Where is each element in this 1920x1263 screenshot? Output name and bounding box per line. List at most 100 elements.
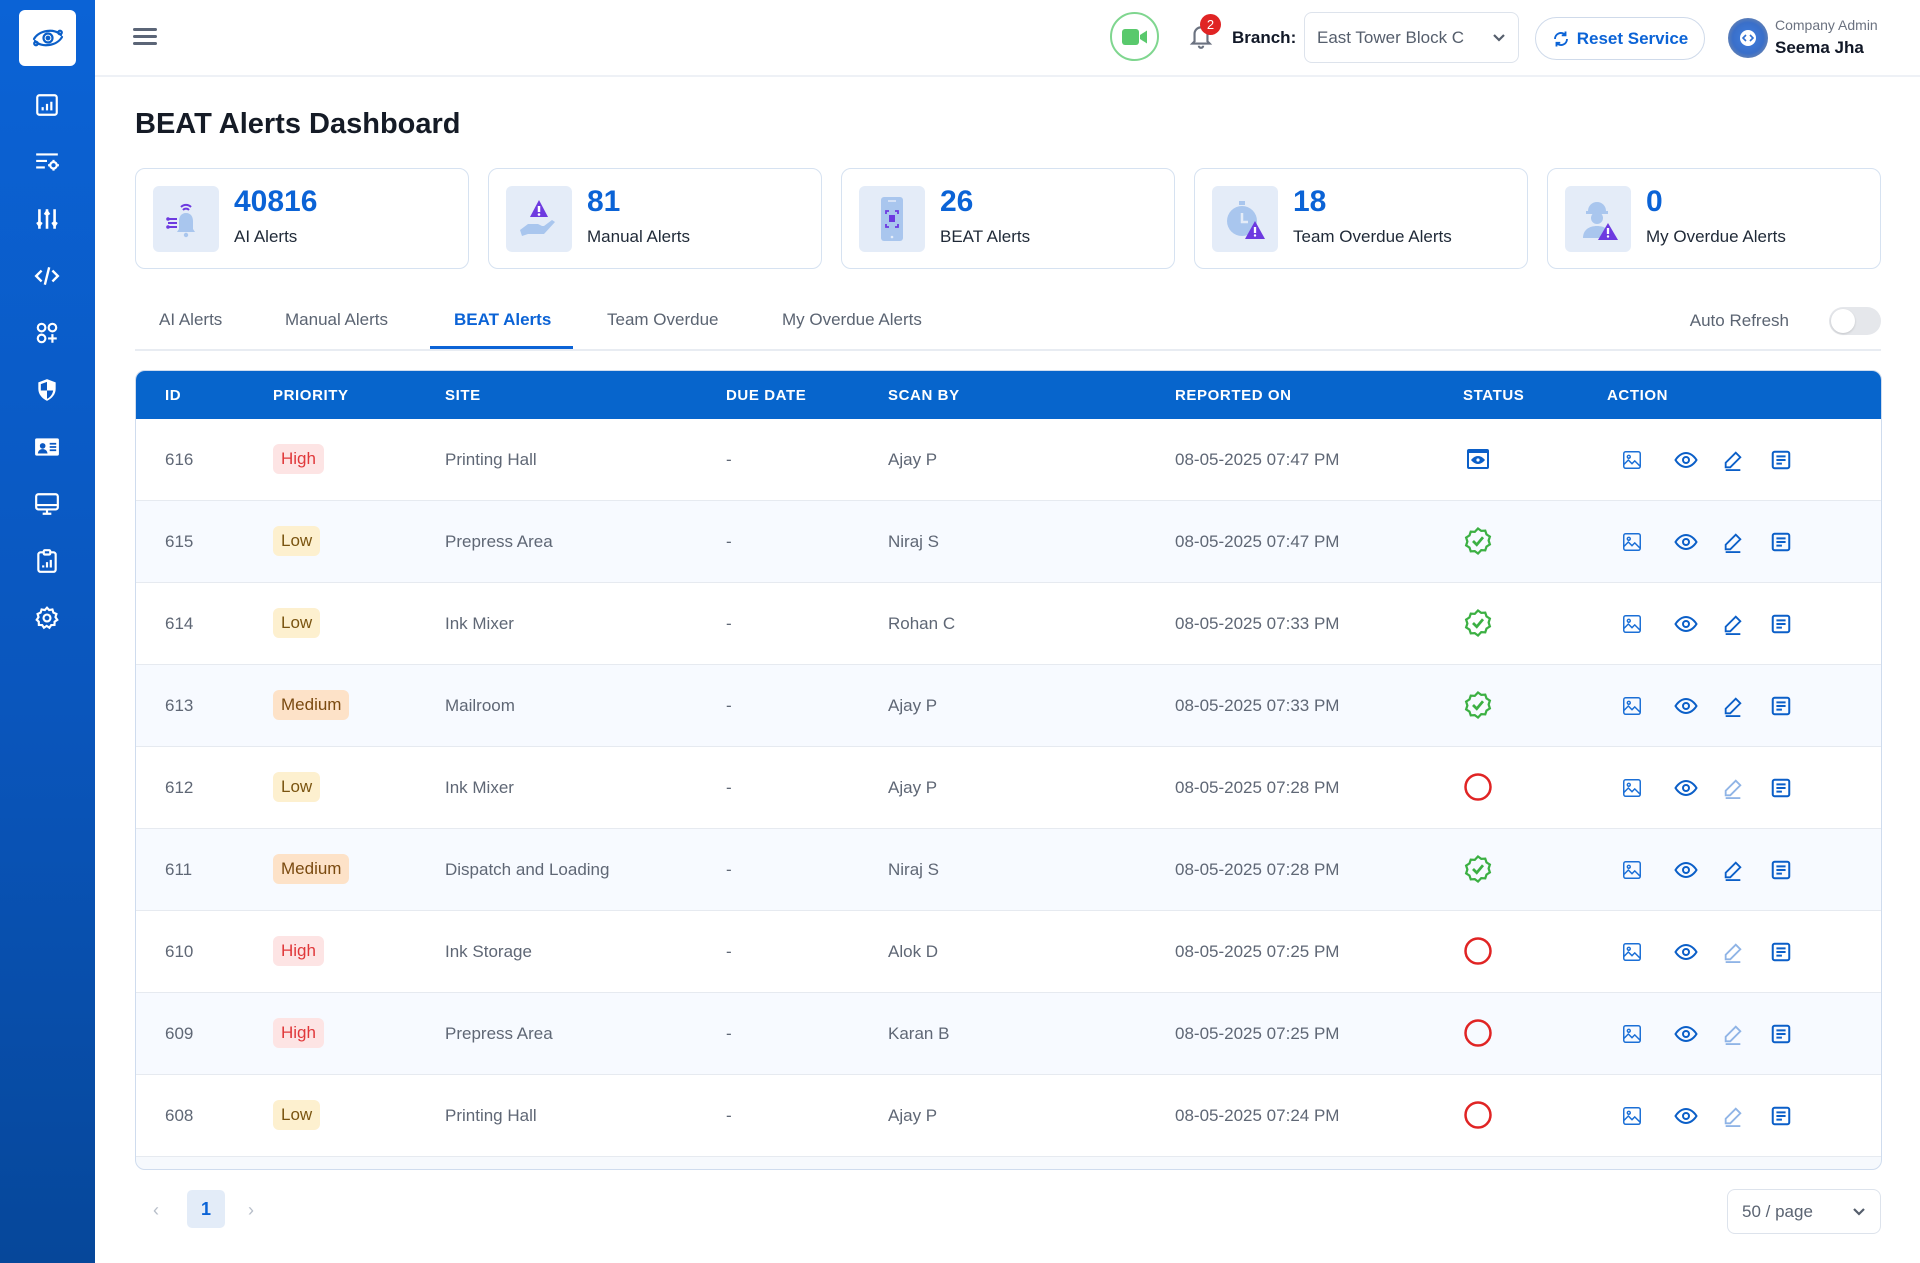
view-image-icon[interactable]	[1619, 857, 1645, 883]
column-header-id[interactable]: ID	[165, 387, 182, 404]
avatar[interactable]	[1728, 18, 1768, 58]
notes-icon[interactable]	[1768, 857, 1794, 883]
table-row[interactable]: 611 Medium Dispatch and Loading - Niraj S 08-…	[136, 829, 1881, 911]
stat-card-beat-alerts[interactable]: 26 BEAT Alerts	[841, 168, 1175, 269]
notes-icon[interactable]	[1768, 447, 1794, 473]
column-header-scan-by[interactable]: SCAN BY	[888, 387, 960, 404]
tab-manual-alerts[interactable]: Manual Alerts	[285, 310, 388, 329]
view-image-icon[interactable]	[1619, 693, 1645, 719]
column-header-due-date[interactable]: DUE DATE	[726, 387, 807, 404]
menu-toggle-button[interactable]	[133, 28, 157, 48]
view-image-icon[interactable]	[1619, 1103, 1645, 1129]
notes-icon[interactable]	[1768, 693, 1794, 719]
stat-card-manual-alerts[interactable]: 81 Manual Alerts	[488, 168, 822, 269]
stat-card-ai-alerts[interactable]: 40816 AI Alerts	[135, 168, 469, 269]
sidebar-item-apps[interactable]	[33, 319, 61, 347]
stat-card-my-overdue[interactable]: 0 My Overdue Alerts	[1547, 168, 1881, 269]
view-details-eye-icon[interactable]	[1673, 1021, 1699, 1047]
view-details-eye-icon[interactable]	[1673, 857, 1699, 883]
sidebar-item-monitor[interactable]	[33, 490, 61, 518]
branch-select[interactable]: East Tower Block C	[1304, 12, 1519, 63]
edit-pencil-icon[interactable]	[1720, 529, 1746, 555]
cell-reported-on: 08-05-2025 07:47 PM	[1175, 450, 1340, 469]
status-resolved-icon[interactable]	[1463, 526, 1493, 556]
status-under-review-icon[interactable]	[1463, 444, 1493, 474]
table-row[interactable]: 610 High Ink Storage - Alok D 08-05-2025 07:2…	[136, 911, 1881, 993]
column-header-reported-on[interactable]: REPORTED ON	[1175, 387, 1292, 404]
status-pending-icon[interactable]	[1463, 936, 1493, 966]
priority-badge: High	[273, 1018, 324, 1048]
table-row[interactable]: 612 Low Ink Mixer - Ajay P 08-05-2025 07:28 P…	[136, 747, 1881, 829]
reset-service-button[interactable]: Reset Service	[1535, 17, 1705, 60]
view-details-eye-icon[interactable]	[1673, 529, 1699, 555]
tab-my-overdue-alerts[interactable]: My Overdue Alerts	[782, 310, 922, 329]
sidebar-item-security[interactable]	[33, 376, 61, 404]
app-logo[interactable]	[19, 10, 76, 66]
column-header-action[interactable]: ACTION	[1607, 387, 1669, 404]
view-image-icon[interactable]	[1619, 447, 1645, 473]
view-image-icon[interactable]	[1619, 1021, 1645, 1047]
priority-badge: Low	[273, 526, 321, 556]
sidebar-item-code[interactable]	[33, 262, 61, 290]
stat-label: BEAT Alerts	[940, 227, 1031, 246]
page-size-select[interactable]: 50 / page	[1727, 1189, 1881, 1234]
auto-refresh-toggle[interactable]	[1829, 307, 1881, 335]
view-details-eye-icon[interactable]	[1673, 611, 1699, 637]
sidebar-item-id-card[interactable]	[33, 433, 61, 461]
view-image-icon[interactable]	[1619, 529, 1645, 555]
view-details-eye-icon[interactable]	[1673, 939, 1699, 965]
tab-beat-alerts[interactable]: BEAT Alerts	[454, 310, 552, 329]
status-pending-icon[interactable]	[1463, 772, 1493, 802]
edit-pencil-icon[interactable]	[1720, 611, 1746, 637]
notes-icon[interactable]	[1768, 775, 1794, 801]
sidebar-item-reports[interactable]	[33, 547, 61, 575]
column-header-site[interactable]: SITE	[445, 387, 481, 404]
sidebar-item-dashboard[interactable]	[33, 91, 61, 119]
column-header-priority[interactable]: PRIORITY	[273, 387, 349, 404]
status-pending-icon[interactable]	[1463, 1018, 1493, 1048]
status-resolved-icon[interactable]	[1463, 608, 1493, 638]
prev-page-button[interactable]: ‹	[153, 1200, 159, 1220]
stat-card-team-overdue[interactable]: 18 Team Overdue Alerts	[1194, 168, 1528, 269]
edit-pencil-icon[interactable]	[1720, 857, 1746, 883]
notes-icon[interactable]	[1768, 1103, 1794, 1129]
next-page-button[interactable]: ›	[248, 1200, 254, 1220]
view-details-eye-icon[interactable]	[1673, 1103, 1699, 1129]
edit-pencil-icon[interactable]	[1720, 447, 1746, 473]
dashboard-chart-icon	[36, 94, 58, 116]
page-number-button[interactable]: 1	[187, 1190, 225, 1228]
status-resolved-icon[interactable]	[1463, 854, 1493, 884]
user-avatar-code-icon	[1740, 30, 1756, 46]
notes-icon[interactable]	[1768, 611, 1794, 637]
view-image-icon[interactable]	[1619, 939, 1645, 965]
view-details-eye-icon[interactable]	[1673, 693, 1699, 719]
table-row[interactable]: 608 Low Printing Hall - Ajay P 08-05-2025 07:…	[136, 1075, 1881, 1157]
table-row[interactable]: 609 High Prepress Area - Karan B 08-05-2025 0…	[136, 993, 1881, 1075]
table-row[interactable]: 614 Low Ink Mixer - Rohan C 08-05-2025 07:33 …	[136, 583, 1881, 665]
table-row[interactable]: 615 Low Prepress Area - Niraj S 08-05-2025 07…	[136, 501, 1881, 583]
sidebar-item-settings[interactable]	[33, 604, 61, 632]
notes-icon[interactable]	[1768, 939, 1794, 965]
status-resolved-icon[interactable]	[1463, 690, 1493, 720]
edit-pencil-icon[interactable]	[1720, 693, 1746, 719]
notes-icon[interactable]	[1768, 1021, 1794, 1047]
view-details-eye-icon[interactable]	[1673, 775, 1699, 801]
view-image-icon[interactable]	[1619, 611, 1645, 637]
view-image-icon[interactable]	[1619, 775, 1645, 801]
tab-ai-alerts[interactable]: AI Alerts	[159, 310, 223, 329]
notes-icon[interactable]	[1768, 529, 1794, 555]
page-title: BEAT Alerts Dashboard	[135, 108, 461, 140]
camera-button[interactable]	[1110, 12, 1159, 61]
status-pending-icon[interactable]	[1463, 1100, 1493, 1130]
sidebar-item-list-settings[interactable]	[33, 148, 61, 176]
sidebar-item-controls[interactable]	[33, 205, 61, 233]
edit-pencil-icon	[1720, 775, 1746, 801]
cell-reported-on: 08-05-2025 07:24 PM	[1175, 1106, 1340, 1125]
tab-team-overdue[interactable]: Team Overdue	[607, 310, 719, 329]
video-camera-icon	[1121, 28, 1147, 45]
column-header-status[interactable]: STATUS	[1463, 387, 1525, 404]
table-row[interactable]: 613 Medium Mailroom - Ajay P 08-05-2025 07:33…	[136, 665, 1881, 747]
cell-id: 610	[165, 942, 194, 961]
view-details-eye-icon[interactable]	[1673, 447, 1699, 473]
table-row[interactable]: 616 High Printing Hall - Ajay P 08-05-2025 07…	[136, 419, 1881, 501]
